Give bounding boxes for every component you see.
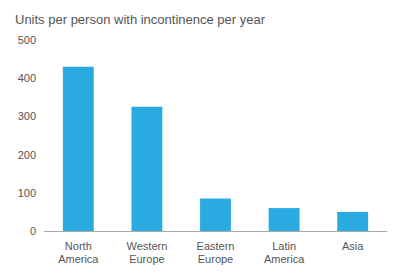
svg-text:America: America — [58, 253, 99, 265]
svg-text:Units per person with incontin: Units per person with incontinence per y… — [15, 12, 266, 27]
svg-text:200: 200 — [18, 149, 36, 161]
svg-text:100: 100 — [18, 187, 36, 199]
svg-text:0: 0 — [30, 225, 36, 237]
svg-text:300: 300 — [18, 110, 36, 122]
svg-text:Europe: Europe — [198, 253, 233, 265]
svg-text:400: 400 — [18, 72, 36, 84]
svg-text:North: North — [65, 240, 92, 252]
svg-text:Latin: Latin — [272, 240, 296, 252]
svg-text:Western: Western — [127, 240, 168, 252]
svg-text:Eastern: Eastern — [197, 240, 235, 252]
svg-text:Asia: Asia — [342, 240, 364, 252]
svg-text:America: America — [264, 253, 305, 265]
svg-text:Europe: Europe — [129, 253, 164, 265]
svg-text:500: 500 — [18, 34, 36, 46]
